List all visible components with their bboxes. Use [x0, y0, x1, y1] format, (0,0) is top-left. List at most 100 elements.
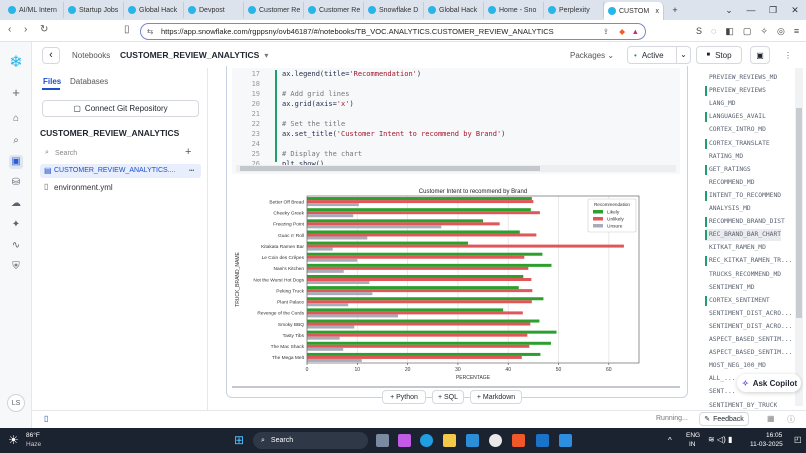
url-input[interactable]: ⇆ https://app.snowflake.com/rgppsny/ovb4…: [140, 23, 646, 40]
extension-icon[interactable]: S: [696, 26, 703, 36]
help-icon[interactable]: ⓘ: [787, 415, 795, 424]
outline-item[interactable]: INTENT_TO_RECOMMEND: [705, 190, 781, 202]
outline-item[interactable]: GET_RATINGS: [705, 164, 751, 176]
outline-item[interactable]: CORTEX_INTRO_MD: [705, 124, 766, 136]
feedback-button[interactable]: ✎ Feedback: [699, 412, 749, 426]
home-icon[interactable]: ⌂: [12, 113, 20, 124]
browser-tab[interactable]: Global Hack: [424, 2, 484, 18]
site-info-icon[interactable]: ⇆: [147, 27, 154, 36]
outline-item[interactable]: REC_KITKAT_RAMEN_TR...: [705, 255, 791, 267]
outline-item[interactable]: PREVIEW_REVIEWS_MD: [705, 72, 777, 84]
extension-icon[interactable]: ◌: [711, 26, 717, 36]
browser-tab[interactable]: Home - Sno: [484, 2, 544, 18]
browser-tab[interactable]: Customer Re: [304, 2, 364, 18]
search-icon[interactable]: ⌕: [13, 135, 19, 146]
outline-item[interactable]: RECOMMEND_MD: [705, 177, 755, 189]
add-sql-button[interactable]: + SQL: [432, 390, 464, 404]
clock-time[interactable]: 16:05: [766, 432, 783, 439]
new-tab-button[interactable]: +: [672, 5, 678, 15]
title-chevron-icon[interactable]: ▾: [264, 50, 269, 60]
weather-icon[interactable]: ☀: [8, 433, 19, 447]
scheduler-icon[interactable]: ▣: [750, 46, 770, 64]
forward-icon[interactable]: ›: [24, 24, 28, 35]
puzzle-icon[interactable]: ✧: [760, 26, 768, 36]
outline-item[interactable]: ASPECT_BASED_SENTIM...: [705, 347, 791, 359]
minimize-icon[interactable]: —: [746, 5, 756, 15]
outline-item[interactable]: RECOMMEND_BRAND_DIST: [705, 216, 785, 228]
outlook-icon[interactable]: [536, 434, 549, 447]
outline-item[interactable]: TRUCKS_RECOMMEND_MD: [705, 269, 781, 281]
tab-databases[interactable]: Databases: [70, 77, 109, 86]
add-file-button[interactable]: +: [185, 146, 192, 158]
active-status-button[interactable]: • Active ⌄: [627, 46, 691, 64]
language-code[interactable]: ENG: [686, 432, 701, 439]
taskbar-search[interactable]: ⌕ Search: [253, 432, 368, 449]
horizontal-scrollbar[interactable]: [236, 165, 676, 172]
user-avatar[interactable]: LS: [7, 394, 25, 412]
notifications-icon[interactable]: ◰: [794, 435, 802, 444]
browser-tab[interactable]: Customer Re: [244, 2, 304, 18]
packages-dropdown[interactable]: Packages ⌄: [570, 50, 615, 60]
outline-item[interactable]: KITKAT_RAMEN_MD: [705, 242, 766, 254]
brave-rewards-icon[interactable]: ▲: [631, 27, 639, 36]
copilot-app-icon[interactable]: [398, 434, 411, 447]
clock-date[interactable]: 11-03-2025: [750, 441, 783, 448]
browser-tab[interactable]: Startup Jobs: [64, 2, 124, 18]
edge-icon[interactable]: [420, 434, 433, 447]
notebook-title-group[interactable]: CUSTOMER_REVIEW_ANALYTICS ▾: [120, 50, 268, 60]
bookmark-icon[interactable]: ▯: [124, 24, 130, 35]
sidebar-icon[interactable]: ◧: [725, 26, 734, 36]
chevron-down-icon[interactable]: ⌄: [676, 47, 690, 63]
snowflake-logo-icon[interactable]: ❄: [9, 54, 23, 71]
outline-item[interactable]: LANGUAGES_AVAIL: [705, 111, 766, 123]
projects-icon[interactable]: ▣: [9, 155, 23, 169]
monitoring-icon[interactable]: ∿: [11, 240, 21, 251]
browser-tab[interactable]: Snowflake D: [364, 2, 424, 18]
file-item-selected[interactable]: ▤ CUSTOMER_REVIEW_ANALYTICS.... •••: [40, 164, 201, 178]
outline-item[interactable]: SENTIMENT_DIST_ACRO...: [705, 321, 791, 333]
store-icon[interactable]: [466, 434, 479, 447]
tray-chevron-icon[interactable]: ^: [668, 436, 672, 445]
scrollbar-thumb[interactable]: [240, 166, 540, 171]
connect-git-button[interactable]: ▢ Connect Git Repository: [42, 100, 199, 117]
outline-item[interactable]: ANALYSIS_MD: [705, 203, 751, 215]
outline-item[interactable]: SENT...: [705, 386, 736, 398]
file-search-input[interactable]: Search: [55, 150, 78, 157]
create-icon[interactable]: +: [12, 85, 20, 100]
cloud-icon[interactable]: ☁: [11, 198, 21, 209]
chrome-icon[interactable]: [489, 434, 502, 447]
tab-files[interactable]: Files: [43, 77, 62, 86]
breadcrumb-notebooks[interactable]: Notebooks: [72, 50, 111, 60]
reload-icon[interactable]: ↻: [40, 24, 49, 35]
code-editor[interactable]: 17 ax.legend(title='Recommendation') 18 19 #…: [232, 68, 680, 174]
back-icon[interactable]: ‹: [8, 24, 12, 35]
outline-item[interactable]: ASPECT_BASED_SENTIM...: [705, 334, 791, 346]
back-button[interactable]: ‹: [42, 46, 60, 64]
file-more-icon[interactable]: •••: [189, 168, 195, 174]
browser-tab[interactable]: Devpost: [184, 2, 244, 18]
scrollbar-thumb[interactable]: [796, 108, 802, 318]
close-tab-icon[interactable]: x: [655, 7, 660, 15]
keyboard-icon[interactable]: ▦: [767, 414, 775, 423]
admin-shield-icon[interactable]: ⛨: [12, 261, 20, 272]
vpn-icon[interactable]: ◎: [776, 26, 785, 36]
browser-tab[interactable]: AI/ML Intern: [4, 2, 64, 18]
more-options-icon[interactable]: ⋮: [784, 50, 792, 60]
windows-start-icon[interactable]: ⊞: [234, 433, 245, 447]
share-icon[interactable]: ⇪: [602, 27, 609, 36]
vscode-icon[interactable]: [559, 434, 572, 447]
outline-item[interactable]: SENTIMENT_MD: [705, 282, 755, 294]
browser-tab[interactable]: CUSTOM x: [604, 2, 664, 20]
toggle-sidebar-icon[interactable]: ▯: [44, 414, 49, 423]
close-window-icon[interactable]: ✕: [791, 4, 799, 15]
outline-item[interactable]: ALL_...: [705, 373, 736, 385]
language-region[interactable]: IN: [689, 441, 696, 448]
outline-item[interactable]: LANG_MD: [705, 98, 736, 110]
maximize-icon[interactable]: ❐: [768, 4, 778, 15]
file-item[interactable]: ▯ environment.yml: [40, 180, 199, 194]
outline-scrollbar[interactable]: [795, 68, 803, 406]
brave-shield-icon[interactable]: ◆: [619, 27, 625, 36]
ask-copilot-button[interactable]: ✧ Ask Copilot: [737, 374, 801, 392]
outline-item[interactable]: PREVIEW_REVIEWS: [705, 85, 766, 97]
outline-item[interactable]: SENTIMENT_BY_TRUCK: [705, 400, 777, 412]
